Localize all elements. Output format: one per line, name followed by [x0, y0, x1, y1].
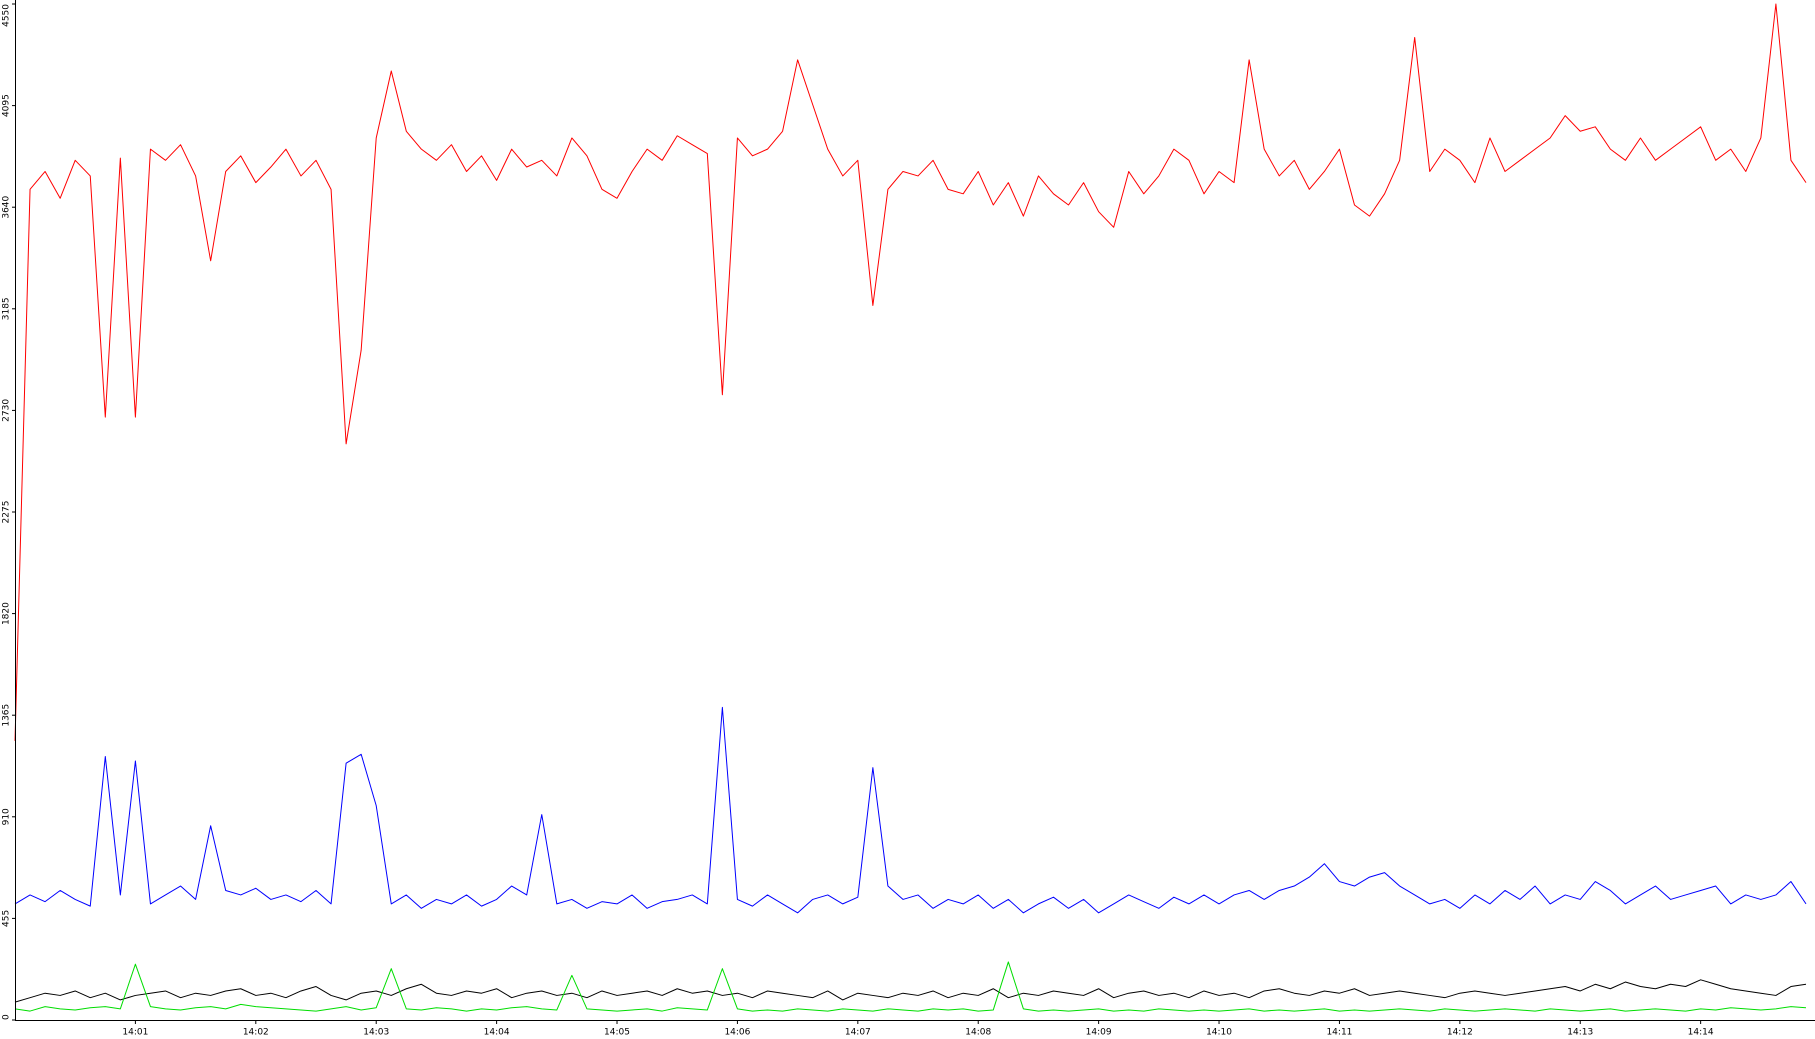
y-tick-label: 3640: [2, 195, 12, 218]
y-tick-label: 4095: [2, 94, 12, 117]
series-line: [14, 706, 1807, 914]
y-tick-label: 1365: [2, 704, 12, 727]
x-tick-label: 14:07: [845, 1028, 871, 1038]
series-line: [14, 961, 1807, 1012]
y-tick-label: 1820: [2, 602, 12, 625]
y-tick-label: 455: [2, 910, 12, 927]
x-tick-label: 14:04: [484, 1028, 510, 1038]
y-tick-label: 2275: [2, 501, 12, 524]
x-tick-label: 14:06: [724, 1028, 750, 1038]
series-line: [14, 979, 1807, 1003]
x-tick-label: 14:13: [1567, 1028, 1593, 1038]
series-layer: [14, 3, 1807, 1012]
x-tick-label: 14:02: [243, 1028, 269, 1038]
y-tick-label: 2730: [2, 399, 12, 422]
x-tick-label: 14:03: [363, 1028, 389, 1038]
y-tick-label: 910: [2, 808, 12, 825]
x-tick-label: 14:10: [1206, 1028, 1232, 1038]
x-tick-label: 14:01: [122, 1028, 148, 1038]
x-tick-label: 14:09: [1086, 1028, 1112, 1038]
series-line: [14, 3, 1807, 741]
x-tick-label: 14:14: [1688, 1028, 1714, 1038]
y-tick-label: 3185: [2, 297, 12, 320]
x-tick-label: 14:08: [965, 1028, 991, 1038]
y-tick-label: 0: [2, 1014, 12, 1020]
x-tick-label: 14:11: [1326, 1028, 1352, 1038]
x-tick-label: 14:12: [1447, 1028, 1473, 1038]
y-tick-label: 4550: [2, 4, 12, 27]
x-tick-label: 14:05: [604, 1028, 630, 1038]
